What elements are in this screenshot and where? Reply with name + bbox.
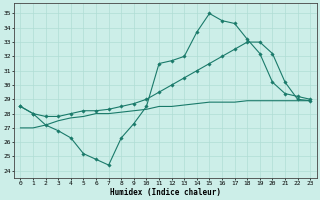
X-axis label: Humidex (Indice chaleur): Humidex (Indice chaleur)	[110, 188, 221, 197]
